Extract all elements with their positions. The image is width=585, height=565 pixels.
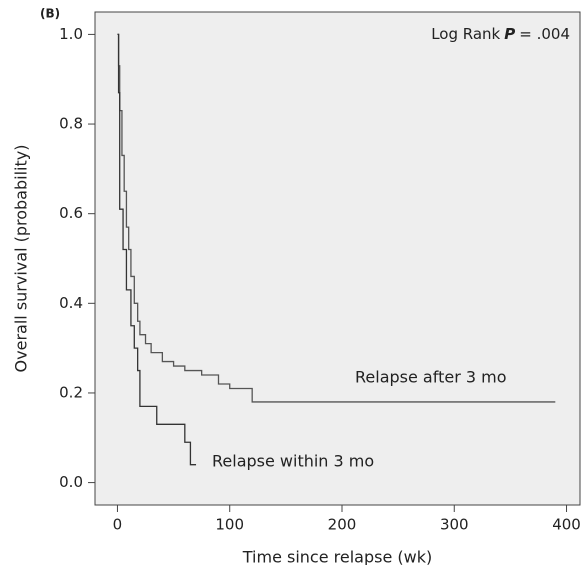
panel-label: (B) xyxy=(40,7,60,21)
x-axis-label: Time since relapse (wk) xyxy=(242,548,432,565)
y-axis-label: Overall survival (probability) xyxy=(12,145,31,373)
y-tick-label: 0.4 xyxy=(59,294,83,312)
y-tick-label: 0.0 xyxy=(59,473,83,491)
x-tick-label: 300 xyxy=(440,516,469,534)
annotation-part: = .004 xyxy=(519,25,570,43)
annotation-part: Log Rank xyxy=(431,25,500,43)
annotation-part: P xyxy=(504,25,515,43)
survival-curve xyxy=(117,33,556,403)
x-tick-label: 0 xyxy=(113,516,123,534)
y-tick-label: 0.2 xyxy=(59,383,83,401)
y-tick-label: 0.6 xyxy=(59,204,83,222)
survival-curve xyxy=(117,33,197,466)
annotation: Log Rank P = .004 xyxy=(431,25,570,43)
x-tick-label: 100 xyxy=(215,516,244,534)
x-tick-label: 200 xyxy=(328,516,357,534)
y-tick-label: 0.8 xyxy=(59,115,83,133)
series-label: Relapse after 3 mo xyxy=(355,368,507,387)
x-tick-label: 400 xyxy=(552,516,581,534)
series-label: Relapse within 3 mo xyxy=(212,452,374,471)
plot-area xyxy=(94,11,581,506)
y-tick-label: 1.0 xyxy=(59,25,83,43)
